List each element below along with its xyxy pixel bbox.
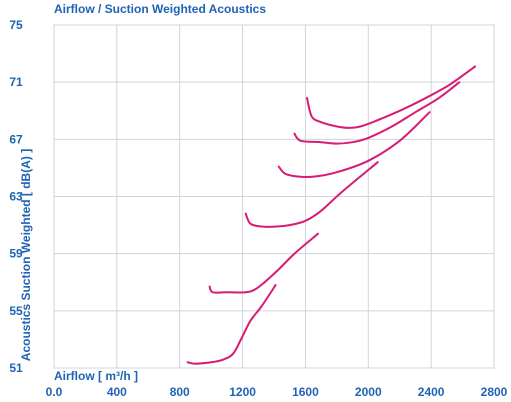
- series-line-4: [277, 111, 431, 178]
- x-tick-label: 2000: [355, 385, 382, 399]
- y-tick-label: 51: [9, 361, 23, 375]
- y-tick-label: 67: [9, 132, 23, 146]
- series-line-3: [244, 161, 379, 228]
- y-axis-label: Acoustics Suction Weighted [ dB(A) ]: [19, 148, 33, 362]
- series-line-5: [293, 81, 461, 145]
- series-line-2: [208, 232, 319, 294]
- grid-lines: [53, 24, 495, 369]
- y-tick-label: 59: [9, 247, 23, 261]
- series-line-1: [186, 284, 277, 365]
- x-tick-label: 0.0: [46, 385, 63, 399]
- x-tick-label: 800: [170, 385, 190, 399]
- y-tick-label: 71: [9, 75, 23, 89]
- series-line-6: [306, 65, 477, 129]
- x-tick-label: 400: [107, 385, 127, 399]
- y-tick-label: 75: [9, 18, 23, 32]
- tick-labels: 0.0 400 800 1200 1600 2000 2400 2800 51 55 59 63 67 7…: [9, 18, 507, 399]
- y-tick-label: 55: [9, 304, 23, 318]
- x-tick-label: 1600: [292, 385, 319, 399]
- x-axis-label: Airflow [ m³/h ]: [54, 369, 138, 383]
- y-tick-label: 63: [9, 190, 23, 204]
- x-tick-label: 2800: [481, 385, 508, 399]
- x-tick-label: 2400: [418, 385, 445, 399]
- series-lines: [186, 65, 477, 365]
- chart-title: Airflow / Suction Weighted Acoustics: [54, 2, 267, 16]
- x-tick-label: 1200: [229, 385, 256, 399]
